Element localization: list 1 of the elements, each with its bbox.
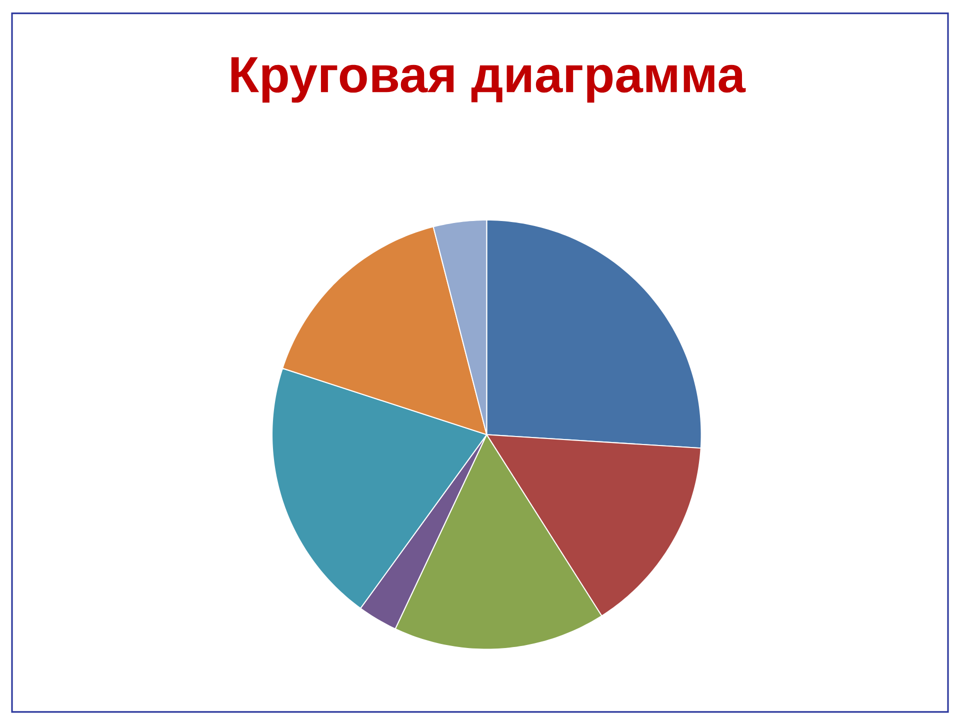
chart-title: Круговая диаграмма: [231, 57, 746, 103]
